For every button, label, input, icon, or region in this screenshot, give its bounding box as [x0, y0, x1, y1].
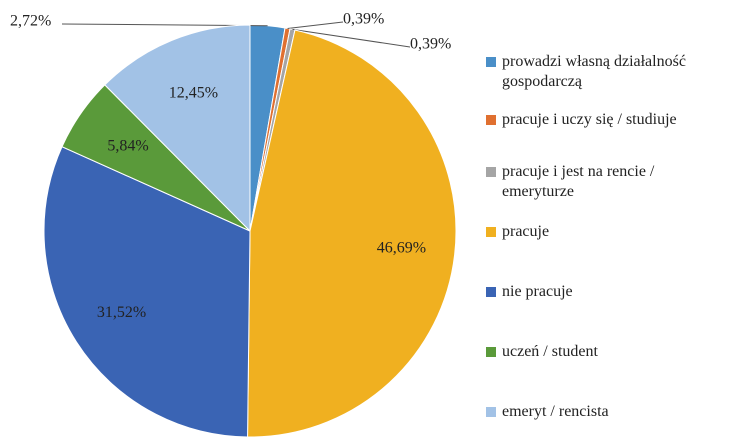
- legend-label: pracuje: [502, 223, 550, 240]
- data-label: 0,39%: [343, 11, 384, 28]
- data-label: 5,84%: [107, 137, 148, 154]
- legend-label: prowadzi własną działalność gospodarczą: [502, 53, 686, 90]
- pie-slice: [43, 146, 251, 438]
- legend-item: uczeń / student: [486, 342, 736, 362]
- legend-label: uczeń / student: [502, 343, 598, 360]
- data-label: 31,52%: [97, 304, 146, 321]
- pie-slice: [104, 24, 251, 233]
- data-label: 46,69%: [377, 239, 426, 256]
- data-label: 12,45%: [169, 85, 218, 102]
- legend-item: prowadzi własną działalność gospodarczą: [486, 52, 736, 92]
- pie-slice: [247, 29, 457, 438]
- legend-label: pracuje i uczy się / studiuje: [502, 111, 677, 128]
- data-label: 2,72%: [10, 13, 51, 30]
- legend-swatch: [486, 407, 496, 417]
- legend-label: nie pracuje: [502, 283, 573, 300]
- leader-line: [287, 21, 344, 29]
- legend-swatch: [486, 115, 496, 125]
- legend-label: emeryt / rencista: [502, 403, 609, 420]
- legend-swatch: [486, 287, 496, 297]
- data-label: 0,39%: [410, 36, 451, 53]
- legend-swatch: [486, 227, 496, 237]
- legend-swatch: [486, 57, 496, 67]
- legend-label: pracuje i jest na rencie / emeryturze: [502, 163, 655, 200]
- leader-line: [292, 28, 411, 48]
- legend-item: pracuje: [486, 222, 736, 242]
- legend-swatch: [486, 167, 496, 177]
- legend-item: pracuje i uczy się / studiuje: [486, 110, 736, 130]
- legend-item: emeryt / rencista: [486, 402, 736, 422]
- legend-item: pracuje i jest na rencie / emeryturze: [486, 162, 736, 202]
- legend-item: nie pracuje: [486, 282, 736, 302]
- legend-swatch: [486, 347, 496, 357]
